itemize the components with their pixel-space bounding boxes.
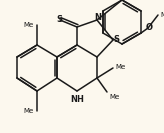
Text: Me: Me [160,12,164,18]
Text: S: S [113,34,119,43]
Text: Me: Me [24,22,34,28]
Text: Me: Me [109,94,119,100]
Text: S: S [56,14,62,24]
Text: NH: NH [70,95,84,104]
Text: Me: Me [24,108,34,114]
Text: Me: Me [115,64,125,70]
Text: N: N [94,14,102,22]
Text: O: O [145,22,153,32]
